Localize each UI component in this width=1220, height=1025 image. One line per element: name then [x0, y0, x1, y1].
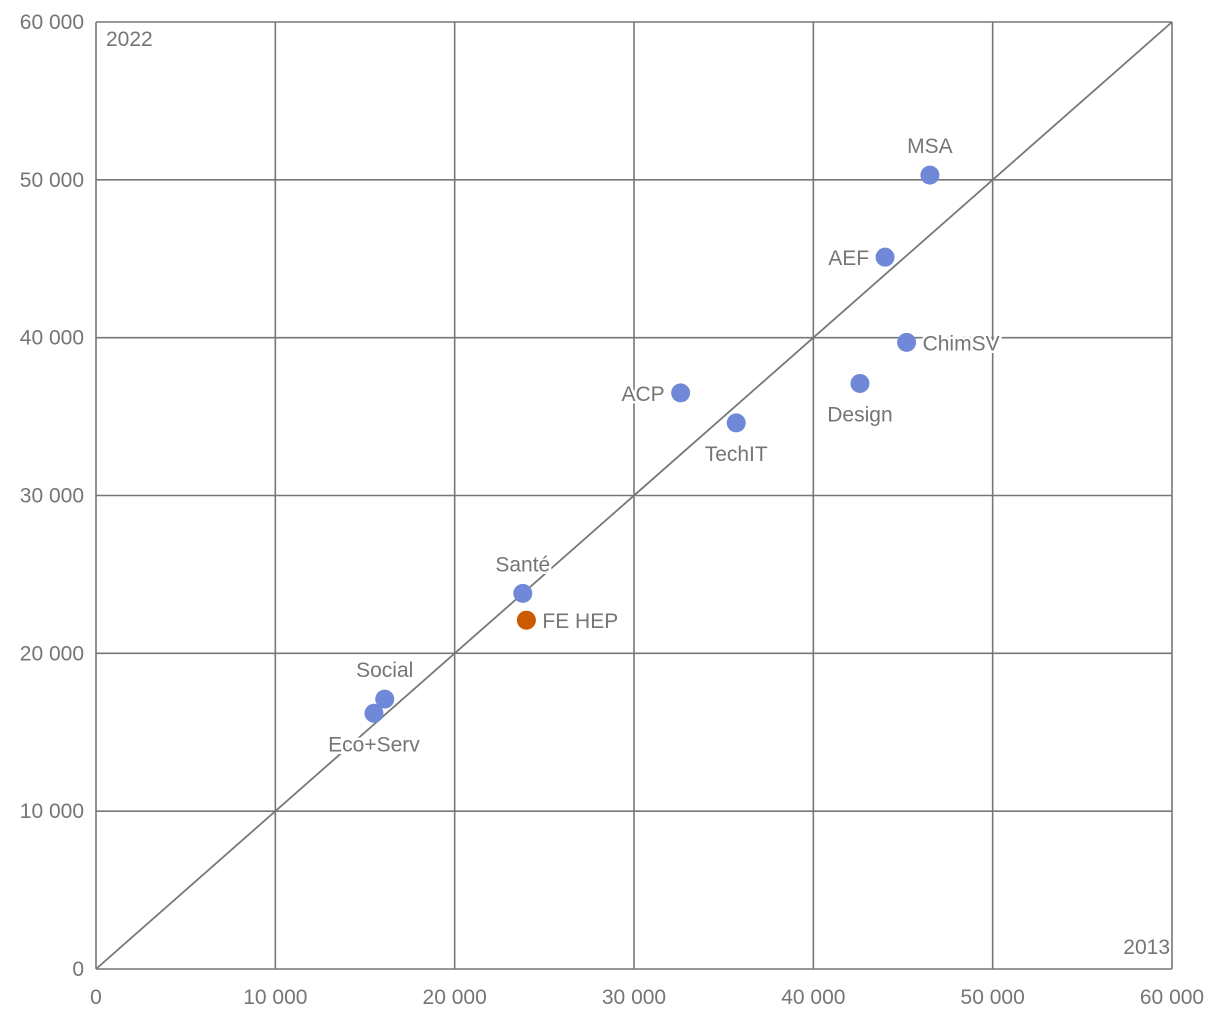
x-tick-label: 60 000 — [1140, 986, 1204, 1009]
axis-label-layer: 0 10 000 20 000 30 000 40 000 50 000 60 000 0 10… — [20, 11, 1204, 1009]
x-tick-label: 40 000 — [781, 986, 845, 1009]
point-label-halo: AEF — [828, 247, 869, 270]
reference-line-layer — [95, 21, 1173, 970]
x-axis-title: 2013 — [1123, 936, 1170, 959]
point-label-halo: ChimSV — [923, 332, 1000, 355]
point-label: Social — [356, 659, 413, 682]
x-tick-label: 50 000 — [961, 986, 1025, 1009]
point-label: TechIT — [705, 443, 768, 466]
point-label: FE HEP — [542, 610, 618, 633]
data-point — [920, 165, 940, 185]
data-point — [513, 583, 533, 603]
point-label-halo: FE HEP — [542, 610, 618, 633]
y-tick-label: 10 000 — [20, 800, 84, 823]
point-label-halo: Design — [827, 403, 892, 426]
point-label-halo: Eco+Serv — [328, 733, 420, 756]
point-label-layer: MSAMSAAEFAEFChimSVChimSVDesignDesignACPA… — [326, 133, 1002, 759]
x-tick-label: 30 000 — [602, 986, 666, 1009]
data-point — [726, 413, 746, 433]
point-label-halo: TechIT — [705, 443, 768, 466]
point-label: Santé — [495, 553, 550, 576]
y-tick-label: 60 000 — [20, 11, 84, 34]
y-axis-title: 2022 — [106, 28, 153, 51]
data-point — [850, 373, 870, 393]
data-point — [671, 383, 691, 403]
point-label: AEF — [828, 247, 869, 270]
data-point — [897, 332, 917, 352]
y-tick-label: 20 000 — [20, 642, 84, 665]
x-tick-label: 0 — [90, 986, 102, 1009]
point-label-halo: Social — [356, 659, 413, 682]
y-tick-label: 50 000 — [20, 169, 84, 192]
y-tick-label: 40 000 — [20, 327, 84, 350]
data-point — [516, 610, 536, 630]
data-point — [875, 247, 895, 267]
point-label: Design — [827, 403, 892, 426]
x-tick-label: 20 000 — [423, 986, 487, 1009]
point-label: ChimSV — [923, 332, 1000, 355]
point-layer — [364, 165, 940, 723]
point-label-halo: Santé — [495, 553, 550, 576]
x-tick-label: 10 000 — [243, 986, 307, 1009]
point-label: MSA — [907, 135, 953, 158]
point-label: Eco+Serv — [328, 733, 420, 756]
data-point — [375, 689, 395, 709]
point-label: ACP — [621, 383, 664, 406]
y-tick-label: 0 — [72, 958, 84, 981]
y-tick-label: 30 000 — [20, 485, 84, 508]
data-point — [364, 703, 384, 723]
point-label-halo: MSA — [907, 135, 953, 158]
point-label-halo: ACP — [621, 383, 664, 406]
reference-diagonal-line — [95, 21, 1173, 970]
